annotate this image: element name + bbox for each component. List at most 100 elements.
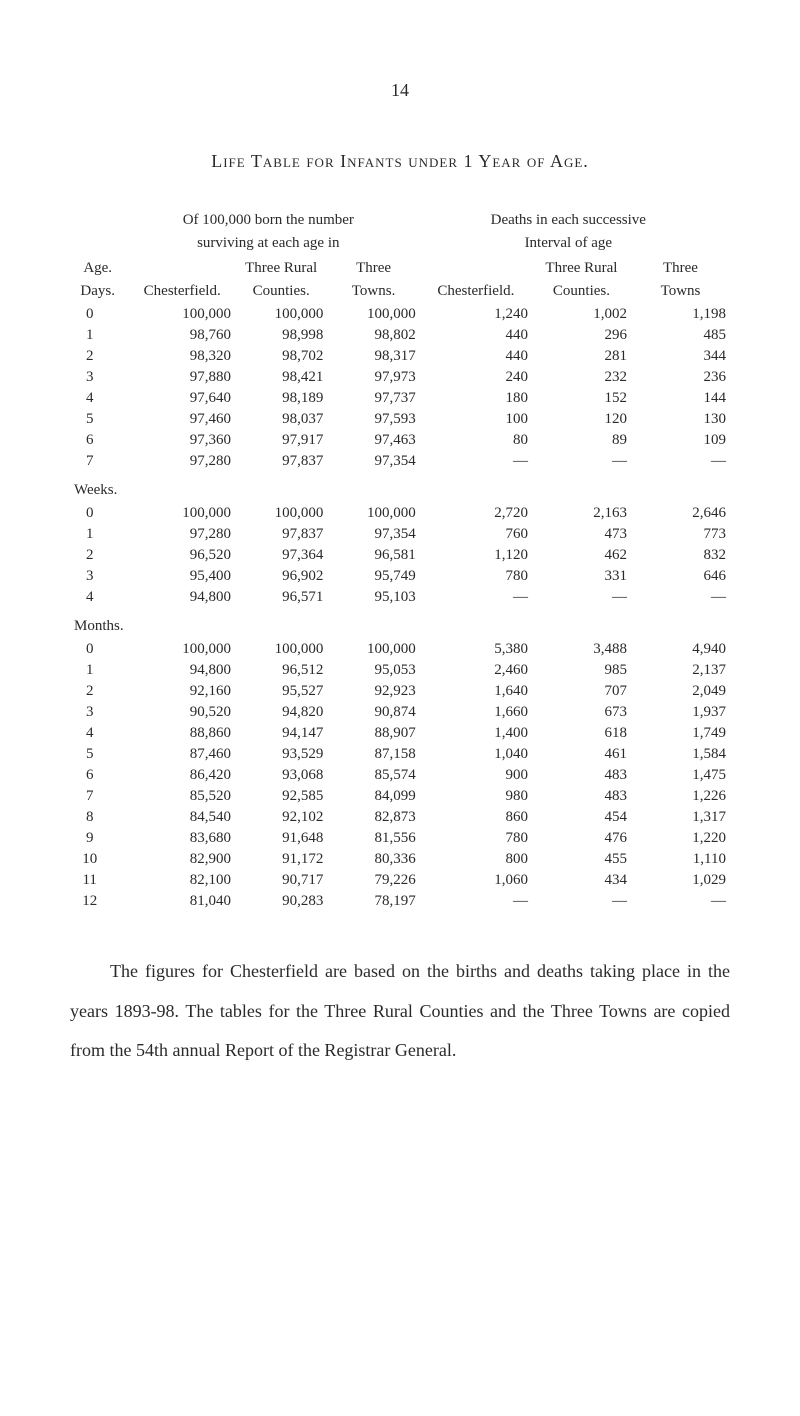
cell-towns-surv: 97,737 <box>327 388 419 409</box>
cell-towns-deaths: 646 <box>631 566 730 587</box>
table-row: 0100,000100,000100,0005,3803,4884,940 <box>70 639 730 660</box>
cell-rural-surv: 97,917 <box>235 430 327 451</box>
cell-rural-deaths: 473 <box>532 524 631 545</box>
table-row: 587,46093,52987,1581,0404611,584 <box>70 744 730 765</box>
cell-rural-deaths: — <box>532 451 631 472</box>
table-row: 397,88098,42197,973240232236 <box>70 367 730 388</box>
cell-rural-surv: 98,421 <box>235 367 327 388</box>
cell-age: 1 <box>70 524 129 545</box>
cell-chesterfield-deaths: 800 <box>420 849 532 870</box>
cell-age: 0 <box>70 503 129 524</box>
cell-towns-deaths: 1,317 <box>631 807 730 828</box>
cell-rural-deaths: 483 <box>532 786 631 807</box>
cell-towns-deaths: — <box>631 451 730 472</box>
cell-towns-surv: 97,354 <box>327 524 419 545</box>
cell-towns-surv: 98,802 <box>327 325 419 346</box>
cell-towns-deaths: 109 <box>631 430 730 451</box>
cell-towns-surv: 97,463 <box>327 430 419 451</box>
cell-towns-surv: 85,574 <box>327 765 419 786</box>
cell-chesterfield-deaths: 760 <box>420 524 532 545</box>
cell-age: 8 <box>70 807 129 828</box>
cell-chesterfield-surv: 95,400 <box>129 566 235 587</box>
life-table: Of 100,000 born the number surviving at … <box>70 212 730 912</box>
table-row: 292,16095,52792,9231,6407072,049 <box>70 681 730 702</box>
cell-rural-surv: 91,648 <box>235 828 327 849</box>
table-row: 0100,000100,000100,0002,7202,1632,646 <box>70 503 730 524</box>
table-row: 797,28097,83797,354——— <box>70 451 730 472</box>
cell-chesterfield-deaths: 2,460 <box>420 660 532 681</box>
cell-chesterfield-surv: 94,800 <box>129 660 235 681</box>
cell-rural-deaths: 618 <box>532 723 631 744</box>
cell-towns-surv: 87,158 <box>327 744 419 765</box>
col-chesterfield-2: Chesterfield. <box>420 281 532 304</box>
table-row: 494,80096,57195,103——— <box>70 587 730 608</box>
cell-rural-surv: 92,102 <box>235 807 327 828</box>
cell-chesterfield-surv: 88,860 <box>129 723 235 744</box>
cell-towns-deaths: 1,110 <box>631 849 730 870</box>
cell-chesterfield-surv: 97,460 <box>129 409 235 430</box>
cell-rural-surv: 91,172 <box>235 849 327 870</box>
col-counties-1: Counties. <box>235 281 327 304</box>
cell-chesterfield-deaths: 80 <box>420 430 532 451</box>
cell-age: 2 <box>70 681 129 702</box>
cell-rural-deaths: 462 <box>532 545 631 566</box>
cell-chesterfield-deaths: 780 <box>420 828 532 849</box>
cell-age: 11 <box>70 870 129 891</box>
cell-towns-deaths: 1,226 <box>631 786 730 807</box>
cell-chesterfield-deaths: 1,060 <box>420 870 532 891</box>
cell-towns-deaths: 485 <box>631 325 730 346</box>
table-row: 497,64098,18997,737180152144 <box>70 388 730 409</box>
cell-chesterfield-surv: 81,040 <box>129 891 235 912</box>
col-days-header: Days. <box>70 281 129 304</box>
cell-age: 0 <box>70 304 129 325</box>
cell-towns-deaths: 1,749 <box>631 723 730 744</box>
cell-chesterfield-surv: 97,280 <box>129 524 235 545</box>
cell-age: 6 <box>70 765 129 786</box>
col-three-rural-1: Three Rural <box>235 258 327 281</box>
cell-rural-deaths: 152 <box>532 388 631 409</box>
cell-chesterfield-deaths: — <box>420 451 532 472</box>
cell-age: 2 <box>70 346 129 367</box>
cell-chesterfield-surv: 82,100 <box>129 870 235 891</box>
data-table: Age. Three Rural Three Three Rural Three… <box>70 258 730 912</box>
cell-rural-surv: 95,527 <box>235 681 327 702</box>
cell-rural-deaths: 232 <box>532 367 631 388</box>
cell-chesterfield-surv: 92,160 <box>129 681 235 702</box>
cell-rural-deaths: 707 <box>532 681 631 702</box>
cell-towns-surv: 81,556 <box>327 828 419 849</box>
cell-towns-surv: 95,103 <box>327 587 419 608</box>
cell-towns-deaths: 236 <box>631 367 730 388</box>
cell-towns-deaths: — <box>631 891 730 912</box>
cell-rural-surv: 98,189 <box>235 388 327 409</box>
cell-chesterfield-deaths: 440 <box>420 346 532 367</box>
cell-chesterfield-deaths: 5,380 <box>420 639 532 660</box>
table-row: 697,36097,91797,4638089109 <box>70 430 730 451</box>
cell-towns-deaths: 130 <box>631 409 730 430</box>
cell-chesterfield-surv: 97,640 <box>129 388 235 409</box>
cell-rural-surv: 96,902 <box>235 566 327 587</box>
col-towns-2: Towns <box>631 281 730 304</box>
header-right-1: Deaths in each successive <box>407 212 730 229</box>
header-right-2: Interval of age <box>407 235 730 252</box>
col-three-1: Three <box>327 258 419 281</box>
cell-rural-deaths: 454 <box>532 807 631 828</box>
cell-towns-deaths: 1,198 <box>631 304 730 325</box>
cell-rural-surv: 93,529 <box>235 744 327 765</box>
cell-chesterfield-surv: 84,540 <box>129 807 235 828</box>
page-number: 14 <box>70 80 730 101</box>
cell-rural-surv: 98,037 <box>235 409 327 430</box>
cell-towns-surv: 97,973 <box>327 367 419 388</box>
cell-age: 10 <box>70 849 129 870</box>
cell-towns-surv: 84,099 <box>327 786 419 807</box>
cell-rural-deaths: 434 <box>532 870 631 891</box>
cell-rural-surv: 97,364 <box>235 545 327 566</box>
cell-rural-deaths: 296 <box>532 325 631 346</box>
cell-chesterfield-deaths: — <box>420 587 532 608</box>
cell-towns-surv: 95,053 <box>327 660 419 681</box>
cell-towns-deaths: 344 <box>631 346 730 367</box>
cell-chesterfield-surv: 86,420 <box>129 765 235 786</box>
cell-chesterfield-deaths: 2,720 <box>420 503 532 524</box>
cell-rural-surv: 93,068 <box>235 765 327 786</box>
cell-towns-surv: 96,581 <box>327 545 419 566</box>
cell-rural-deaths: — <box>532 891 631 912</box>
